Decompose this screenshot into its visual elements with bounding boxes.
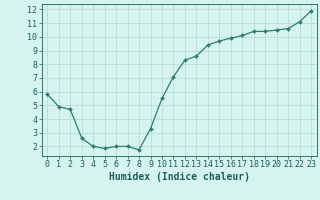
X-axis label: Humidex (Indice chaleur): Humidex (Indice chaleur) xyxy=(109,172,250,182)
